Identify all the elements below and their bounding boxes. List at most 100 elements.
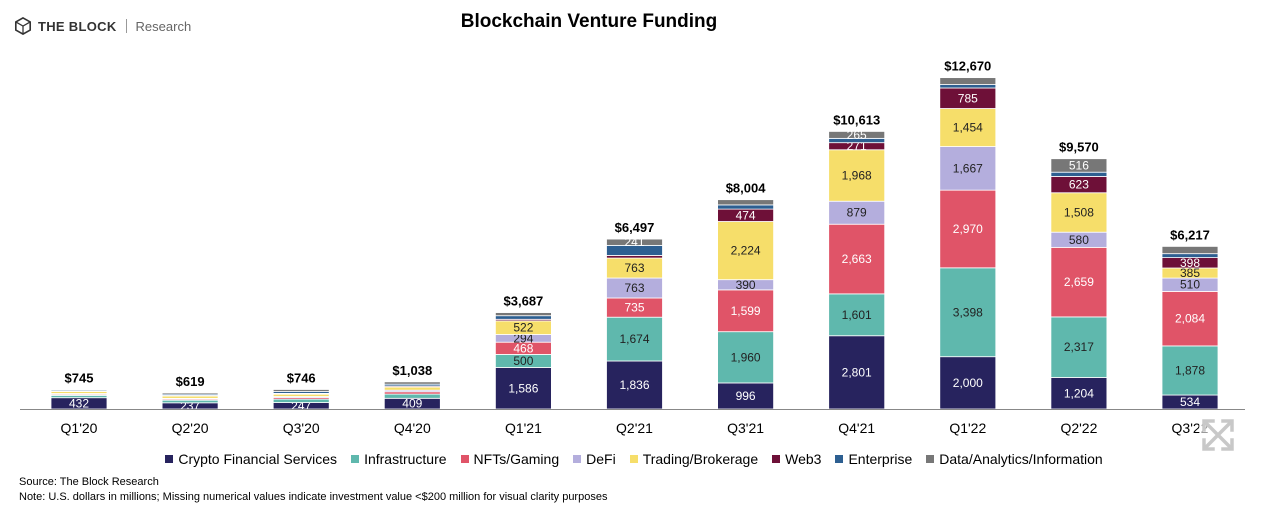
segment-value-label: 1,674: [619, 332, 649, 346]
segment-value-label: 1,968: [842, 168, 872, 182]
segment-value-label: 432: [69, 396, 89, 410]
legend-label: Crypto Financial Services: [178, 451, 338, 467]
bar-segment: [1050, 192, 1108, 233]
segment-value-label: 1,454: [953, 121, 983, 135]
bar-segment: [606, 238, 663, 246]
bar-segment: [939, 189, 997, 269]
x-tick-label: Q1'22: [949, 420, 986, 436]
bar-segment: [494, 312, 552, 317]
bar-segment: [717, 199, 774, 206]
bar-segment: [939, 146, 997, 191]
total-value-label: $619: [176, 374, 205, 389]
stacked-bar-chart: 432$745Q1'20237$619Q2'20247$746Q3'20409$…: [20, 59, 1245, 436]
segment-value-label: 2,224: [731, 244, 761, 258]
total-value-label: $8,004: [726, 181, 767, 196]
total-value-label: $6,497: [615, 220, 655, 235]
legend-label: Trading/Brokerage: [642, 451, 759, 467]
legend-label: NFTs/Gaming: [473, 451, 560, 467]
segment-value-label: 785: [958, 91, 978, 105]
segment-value-label: 468: [513, 341, 533, 355]
bar-segment: [494, 315, 552, 320]
total-value-label: $9,570: [1059, 140, 1099, 155]
segment-value-label: 623: [1069, 178, 1089, 192]
legend-item: Infrastructure: [351, 451, 447, 467]
bar-segment: [939, 356, 997, 410]
bar-segment: [1050, 158, 1108, 173]
segment-value-label: 534: [1180, 395, 1200, 409]
x-tick-label: Q2'21: [616, 420, 653, 436]
total-value-label: $745: [65, 371, 94, 386]
segment-value-label: 763: [624, 261, 644, 275]
segment-value-label: 763: [624, 281, 644, 295]
legend-item: Crypto Financial Services: [165, 451, 337, 467]
cube-logo-icon: [14, 17, 32, 35]
legend-swatch: [629, 455, 638, 463]
legend-swatch: [835, 455, 844, 463]
bar-segment: [606, 316, 663, 362]
bar-segment: [383, 381, 441, 385]
legend-swatch: [460, 455, 469, 463]
x-tick-label: Q1'20: [61, 420, 98, 436]
segment-value-label: 1,508: [1064, 205, 1094, 219]
segment-value-label: 1,960: [731, 350, 761, 364]
legend-item: Data/Analytics/Information: [926, 451, 1103, 467]
segment-value-label: 516: [1069, 158, 1089, 172]
segment-value-label: 1,667: [953, 161, 983, 175]
bar-segment: [1161, 253, 1219, 258]
expand-icon[interactable]: [1199, 416, 1237, 454]
segment-value-label: 1,601: [842, 308, 872, 322]
bar-segment: [939, 267, 997, 358]
brand-divider: [125, 19, 127, 33]
bar-segment: [717, 221, 774, 281]
x-tick-label: Q3'21: [727, 420, 764, 436]
bar-segment: [161, 392, 219, 395]
brand-logo: THE BLOCK Research: [14, 14, 191, 38]
legend-label: Infrastructure: [364, 451, 447, 467]
bar-segment: [939, 108, 997, 147]
legend-label: DeFi: [586, 451, 616, 467]
bar-segment: [939, 84, 997, 89]
bar-segment: [828, 223, 886, 295]
bar-segment: [383, 386, 441, 391]
segment-value-label: 265: [847, 128, 867, 142]
footnote: Note: U.S. dollars in millions; Missing …: [19, 491, 608, 503]
x-tick-label: Q2'22: [1060, 420, 1097, 436]
legend-swatch: [772, 455, 781, 463]
bar-segment: [1050, 246, 1108, 318]
bar-segment: [828, 131, 886, 139]
segment-value-label: 2,000: [953, 376, 983, 390]
bar-segment: [383, 393, 441, 399]
bar-segment: [717, 204, 774, 210]
bar-segment: [1161, 291, 1219, 347]
total-value-label: $6,217: [1170, 227, 1210, 242]
x-tick-label: Q3'20: [283, 420, 320, 436]
segment-value-label: 1,836: [619, 378, 649, 392]
total-value-label: $3,687: [504, 294, 544, 309]
total-value-label: $746: [287, 370, 316, 385]
legend-item: NFTs/Gaming: [460, 451, 560, 467]
x-tick-label: Q2'20: [172, 420, 209, 436]
total-value-label: $12,670: [944, 59, 991, 74]
source-note: Source: The Block Research: [19, 476, 159, 488]
segment-value-label: 735: [624, 301, 644, 315]
bar-segment: [606, 360, 663, 410]
bar-segment: [494, 367, 552, 410]
segment-value-label: 522: [513, 321, 533, 335]
segment-value-label: 474: [736, 208, 756, 222]
bar-segment: [717, 331, 774, 384]
segment-value-label: 2,970: [953, 222, 983, 236]
segment-value-label: 2,084: [1175, 312, 1205, 326]
legend-swatch: [926, 455, 935, 463]
segment-value-label: 398: [1180, 256, 1200, 270]
bar-segment: [939, 77, 997, 85]
segment-value-label: 879: [847, 206, 867, 220]
legend-item: Enterprise: [835, 451, 912, 467]
bar-segment: [828, 149, 886, 202]
segment-value-label: 2,317: [1064, 340, 1094, 354]
bar-segment: [50, 389, 108, 391]
legend-item: Web3: [772, 451, 821, 467]
bar-segment: [272, 398, 330, 403]
chart-legend: Crypto Financial Services Infrastructure N…: [0, 451, 1268, 467]
bar-segment: [272, 389, 330, 392]
brand-name: THE BLOCK: [38, 18, 117, 34]
